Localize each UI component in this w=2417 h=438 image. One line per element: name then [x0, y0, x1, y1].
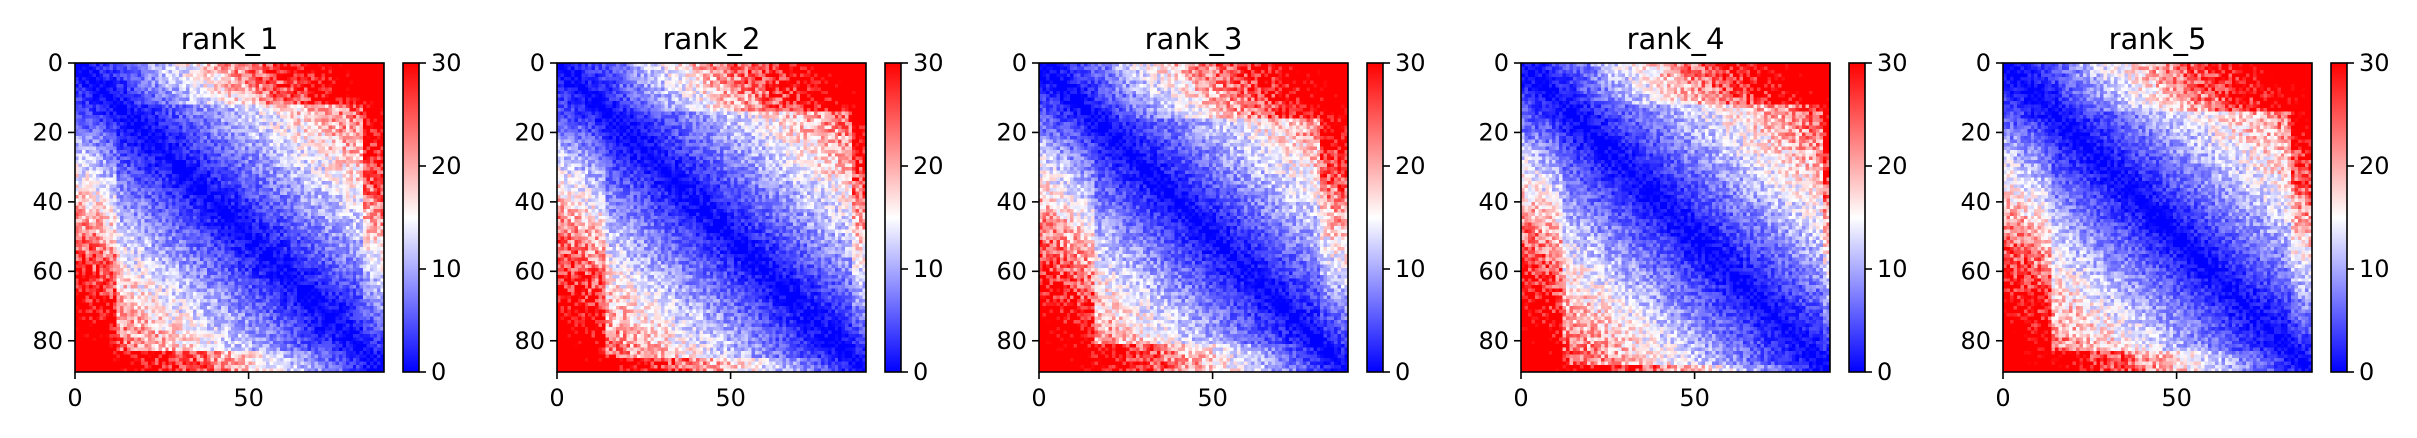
y-tick-label: 60	[1960, 257, 1991, 285]
y-tick-label: 80	[1960, 327, 1991, 355]
colorbar-tick-label: 20	[1395, 152, 1426, 180]
heatmap-image	[1039, 63, 1348, 372]
x-tick-label: 0	[1031, 384, 1046, 412]
colorbar-tick-label: 0	[1877, 358, 1892, 386]
heatmap-image	[557, 63, 866, 372]
colorbar-frame	[1366, 62, 1384, 373]
y-tick-label: 40	[32, 188, 63, 216]
colorbar-frame	[1848, 62, 1866, 373]
panel-title: rank_2	[663, 22, 761, 56]
panel-title: rank_1	[181, 22, 279, 56]
heatmap-image	[2003, 63, 2312, 372]
x-tick-label: 0	[67, 384, 82, 412]
y-tick-label: 60	[32, 257, 63, 285]
y-tick-label: 0	[1012, 49, 1027, 77]
colorbar-frame	[884, 62, 902, 373]
y-tick-label: 40	[514, 188, 545, 216]
y-tick-label: 20	[1960, 118, 1991, 146]
colorbar-tick-label: 20	[2359, 152, 2390, 180]
colorbar-tick-label: 0	[913, 358, 928, 386]
x-tick-label: 50	[1679, 384, 1710, 412]
y-tick-label: 80	[996, 327, 1027, 355]
y-tick-label: 20	[996, 118, 1027, 146]
panel-title: rank_4	[1627, 22, 1725, 56]
colorbar-tick-label: 10	[1877, 255, 1908, 283]
heatmap-panel-2: rank_2 0 20 40 60 80 0 50 0 10 20 30	[514, 22, 943, 412]
y-tick-label: 80	[514, 327, 545, 355]
y-tick-label: 40	[996, 188, 1027, 216]
colorbar-tick-label: 0	[1395, 358, 1410, 386]
y-tick-label: 40	[1960, 188, 1991, 216]
x-tick-label: 0	[1513, 384, 1528, 412]
y-tick-label: 20	[32, 118, 63, 146]
colorbar	[2331, 63, 2347, 372]
axes-frame	[74, 62, 385, 373]
colorbar-tick-label: 20	[913, 152, 944, 180]
colorbar	[1367, 63, 1383, 372]
x-tick-label: 50	[715, 384, 746, 412]
y-tick-label: 0	[530, 49, 545, 77]
y-tick-label: 60	[996, 257, 1027, 285]
colorbar-tick-label: 0	[431, 358, 446, 386]
y-tick-label: 80	[32, 327, 63, 355]
y-tick-label: 20	[514, 118, 545, 146]
x-tick-label: 50	[233, 384, 264, 412]
axes-frame	[1038, 62, 1349, 373]
y-tick-label: 20	[1478, 118, 1509, 146]
y-tick-label: 60	[1478, 257, 1509, 285]
x-tick-label: 50	[1197, 384, 1228, 412]
panel-title: rank_3	[1145, 22, 1243, 56]
y-tick-label: 60	[514, 257, 545, 285]
x-tick-label: 0	[1995, 384, 2010, 412]
colorbar-tick-label: 30	[913, 49, 944, 77]
colorbar-frame	[402, 62, 420, 373]
panel-title: rank_5	[2109, 22, 2207, 56]
colorbar-tick-label: 10	[1395, 255, 1426, 283]
colorbar-tick-label: 0	[2359, 358, 2374, 386]
heatmap-panel-5: rank_5 0 20 40 60 80 0 50 0 10 20 30	[1960, 22, 2389, 412]
y-tick-label: 0	[1976, 49, 1991, 77]
y-tick-label: 0	[1494, 49, 1509, 77]
axes-frame	[2002, 62, 2313, 373]
heatmap-panel-4: rank_4 0 20 40 60 80 0 50 0 10 20 30	[1478, 22, 1907, 412]
x-tick-label: 50	[2161, 384, 2192, 412]
colorbar-tick-label: 10	[431, 255, 462, 283]
heatmap-panel-1: rank_1 0 20 40 60 80 0 50 0 10 20 30	[32, 22, 461, 412]
colorbar-tick-label: 30	[2359, 49, 2390, 77]
colorbar-tick-label: 10	[913, 255, 944, 283]
heatmap-panel-3: rank_3 0 20 40 60 80 0 50 0 10 20 30	[996, 22, 1425, 412]
colorbar-tick-label: 10	[2359, 255, 2390, 283]
heatmap-image	[1521, 63, 1830, 372]
y-tick-label: 80	[1478, 327, 1509, 355]
colorbar	[1849, 63, 1865, 372]
colorbar-tick-label: 20	[431, 152, 462, 180]
axes-frame	[556, 62, 867, 373]
y-tick-label: 40	[1478, 188, 1509, 216]
colorbar-tick-label: 30	[1395, 49, 1426, 77]
x-tick-label: 0	[549, 384, 564, 412]
colorbar-tick-label: 30	[1877, 49, 1908, 77]
colorbar-frame	[2330, 62, 2348, 373]
heatmap-image	[75, 63, 384, 372]
colorbar-tick-label: 30	[431, 49, 462, 77]
y-tick-label: 0	[48, 49, 63, 77]
colorbar	[403, 63, 419, 372]
colorbar	[885, 63, 901, 372]
axes-frame	[1520, 62, 1831, 373]
colorbar-tick-label: 20	[1877, 152, 1908, 180]
